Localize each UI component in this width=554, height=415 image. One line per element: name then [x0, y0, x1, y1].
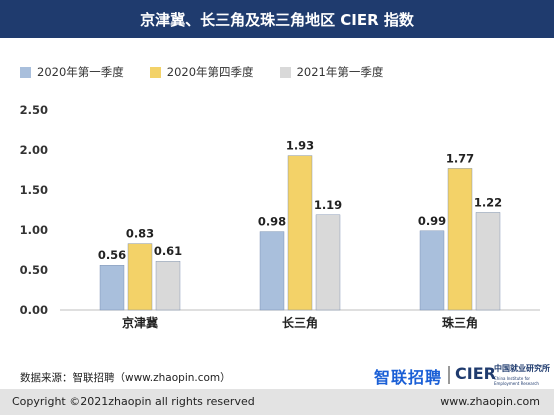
- bar-value-label: 1.77: [446, 151, 474, 165]
- footer-website: www.zhaopin.com: [440, 395, 540, 408]
- legend-label: 2020年第一季度: [37, 65, 124, 79]
- zhaopin-logo: 智联招聘: [374, 368, 443, 387]
- bar: [155, 261, 181, 311]
- logo-divider: [448, 366, 450, 384]
- y-tick-label: 0.00: [20, 303, 48, 317]
- legend-swatch: [279, 66, 291, 78]
- bar: [315, 214, 341, 311]
- data-source-note: 数据来源：智联招聘（www.zhaopin.com）: [20, 372, 231, 384]
- y-tick-label: 1.50: [20, 183, 48, 197]
- chart-legend: 2020年第一季度 2020年第四季度 2021年第一季度: [20, 64, 409, 80]
- bar: [127, 243, 153, 311]
- bar: [419, 230, 445, 311]
- legend-item: 2020年第一季度: [20, 64, 124, 80]
- x-category-label: 珠三角: [442, 315, 478, 330]
- bar-value-label: 1.93: [286, 139, 314, 153]
- chart-title: 京津冀、长三角及珠三角地区 CIER 指数: [140, 10, 414, 29]
- legend-label: 2021年第一季度: [296, 65, 384, 79]
- bar-chart: 0.00 0.50 1.00 1.50 2.00 2.50 0.560.830.61 京津冀 0…: [20, 103, 540, 330]
- bar-value-label: 1.22: [474, 195, 502, 209]
- x-category-label: 长三角: [282, 315, 318, 330]
- legend-item: 2020年第四季度: [149, 64, 254, 80]
- bar-value-label: 0.98: [258, 215, 286, 229]
- bar: [287, 155, 313, 311]
- footer-bar: Copyright ©2021zhaopin all rights reserv…: [0, 389, 554, 415]
- legend-swatch: [149, 66, 161, 78]
- legend-label: 2020年第四季度: [166, 65, 254, 79]
- bar-value-label: 0.99: [418, 214, 446, 228]
- y-tick-label: 2.00: [20, 143, 48, 157]
- bar-value-label: 1.19: [314, 198, 342, 212]
- bar: [475, 212, 501, 311]
- y-tick-label: 2.50: [20, 103, 48, 117]
- bar: [259, 231, 285, 311]
- cier-logo-cn: 中国就业研究所: [494, 364, 550, 373]
- legend-item: 2021年第一季度: [279, 64, 384, 80]
- x-category-label: 京津冀: [122, 315, 158, 330]
- footer-copyright: Copyright ©2021zhaopin all rights reserv…: [12, 395, 255, 408]
- legend-swatch: [20, 66, 31, 78]
- bar-value-label: 0.83: [126, 227, 154, 241]
- cier-logo-en: China Institute for Employment Research: [494, 376, 539, 386]
- chart-title-bar: 京津冀、长三角及珠三角地区 CIER 指数: [0, 0, 554, 38]
- cier-logo: CIER: [455, 364, 496, 383]
- bar: [99, 265, 125, 311]
- bar: [447, 168, 473, 311]
- bar-value-label: 0.56: [98, 248, 126, 262]
- y-tick-label: 1.00: [20, 223, 48, 237]
- y-tick-label: 0.50: [20, 263, 48, 277]
- bar-value-label: 0.61: [154, 244, 182, 258]
